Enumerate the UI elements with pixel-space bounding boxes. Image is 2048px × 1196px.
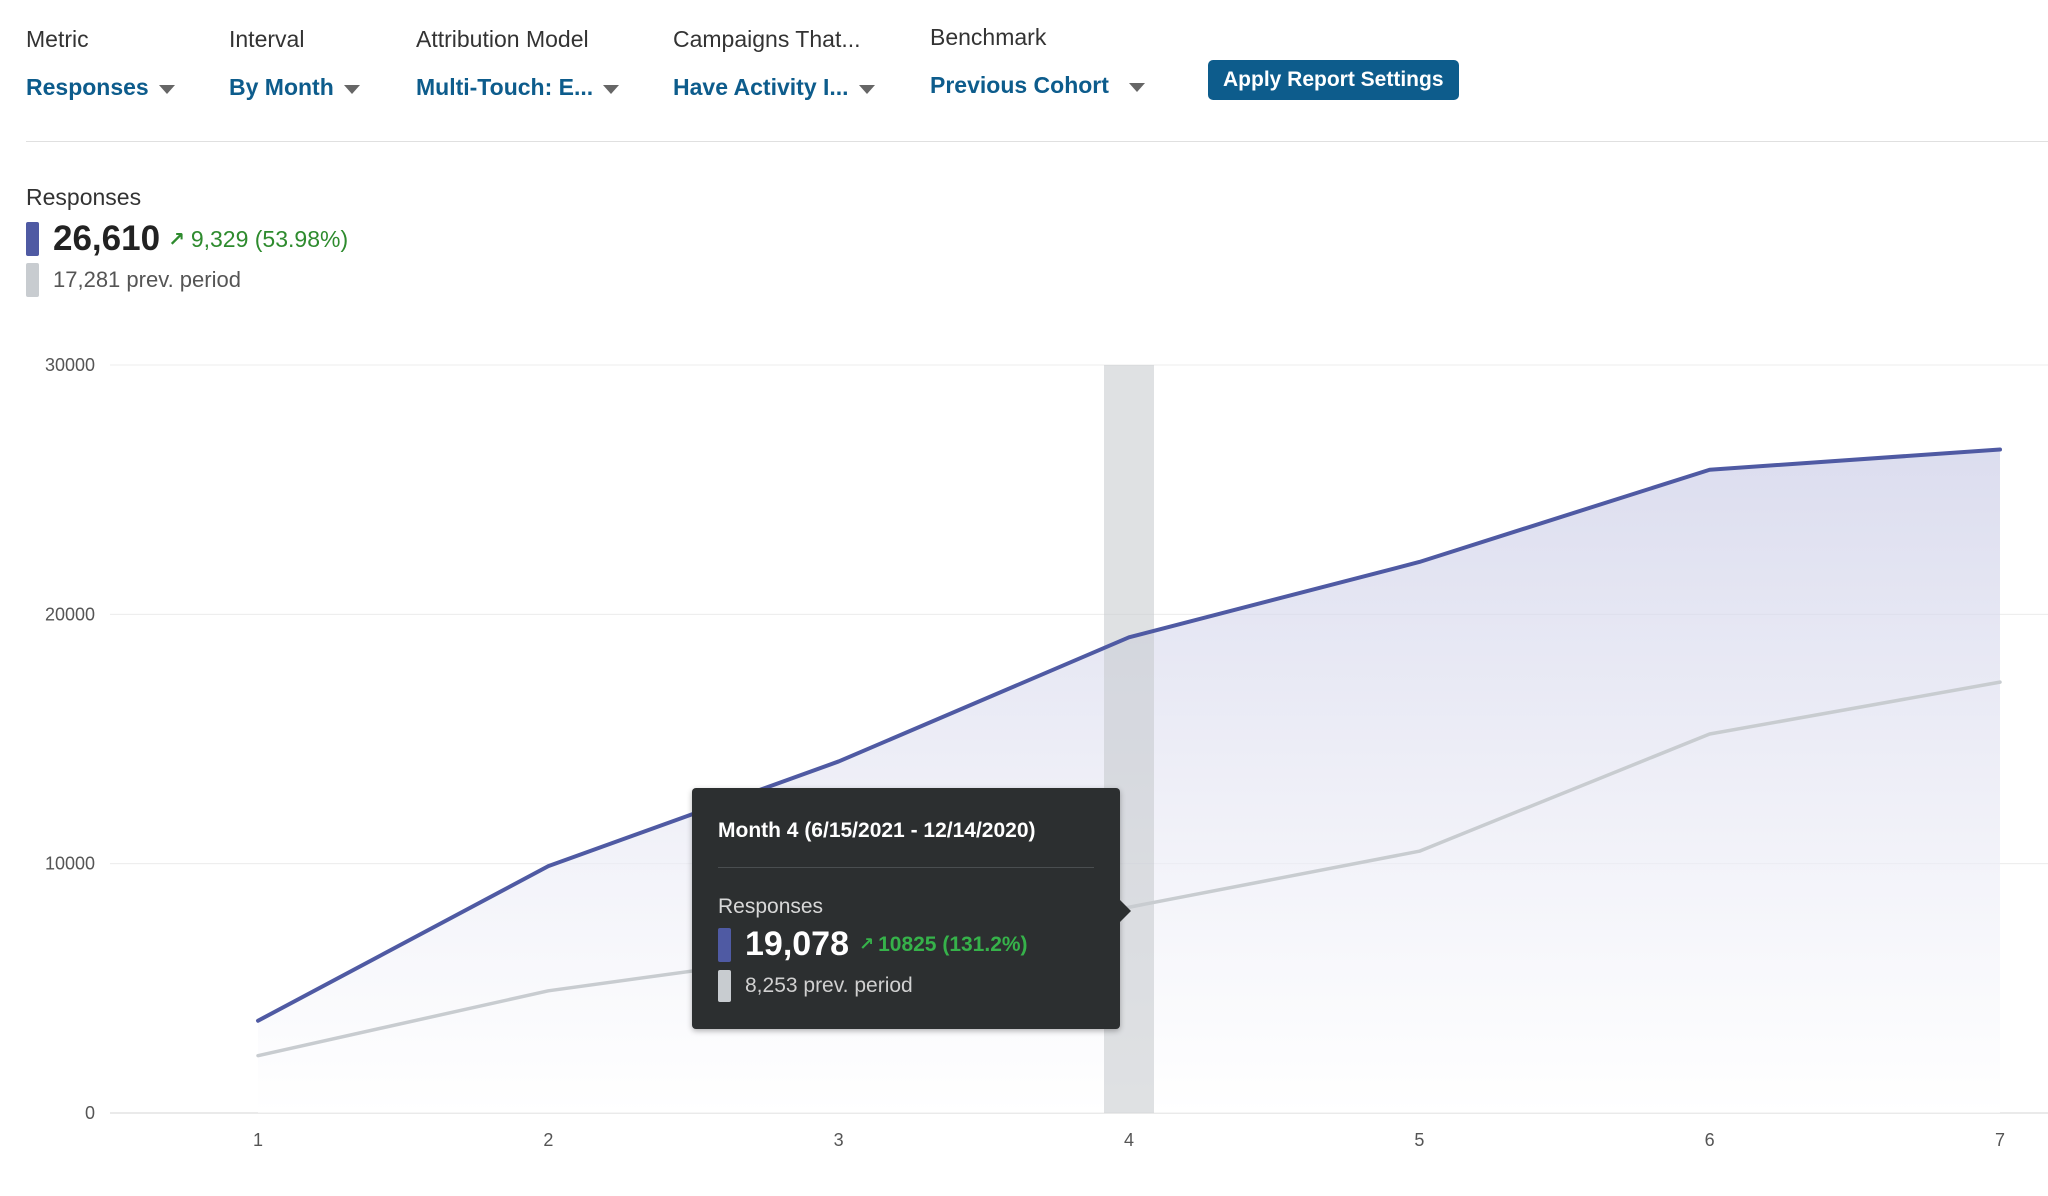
- chevron-down-icon: [158, 84, 175, 94]
- summary-change: 9,329 (53.98%): [190, 225, 349, 252]
- benchmark-dropdown[interactable]: Previous Cohort: [930, 72, 1145, 99]
- tooltip-divider: [718, 867, 1094, 868]
- current-series-swatch: [26, 222, 39, 256]
- chevron-down-icon: [1128, 82, 1145, 92]
- x-tick-label: 2: [543, 1130, 553, 1150]
- x-tick-label: 6: [1705, 1130, 1715, 1150]
- filter-campaigns: Campaigns That... Have Activity I...: [673, 26, 875, 101]
- summary-prev-row: 17,281 prev. period: [26, 263, 348, 297]
- filter-value: Multi-Touch: E...: [416, 74, 594, 100]
- chart-svg: 0 10000 20000 30000 1 2 3 4 5 6 7: [45, 355, 2048, 1150]
- tooltip-prev: 8,253 prev. period: [745, 974, 913, 997]
- filter-value: Previous Cohort: [930, 72, 1109, 98]
- arrow-up-right-icon: ↗: [168, 228, 185, 251]
- tooltip-current-row: 19,078 ↗ 10825 (131.2%): [718, 925, 1094, 964]
- filter-label: Interval: [229, 26, 305, 52]
- filter-benchmark: Benchmark Previous Cohort: [930, 24, 1145, 99]
- chart-tooltip: Month 4 (6/15/2021 - 12/14/2020) Respons…: [692, 788, 1131, 1029]
- tooltip-value: 19,078: [745, 925, 849, 963]
- summary-title: Responses: [26, 184, 142, 210]
- filter-metric: Metric Responses: [26, 26, 175, 101]
- filter-label: Metric: [26, 26, 89, 52]
- summary-current-row: 26,610 ↗ 9,329 (53.98%): [26, 219, 348, 259]
- tooltip-title: Month 4 (6/15/2021 - 12/14/2020): [718, 819, 1036, 842]
- filter-value: Have Activity I...: [673, 74, 849, 100]
- metric-dropdown[interactable]: Responses: [26, 74, 175, 101]
- filter-attribution-model: Attribution Model Multi-Touch: E...: [416, 26, 620, 101]
- filter-value: Responses: [26, 74, 149, 100]
- filter-label: Attribution Model: [416, 26, 589, 52]
- report-toolbar: Metric Responses Interval By Month Attri…: [0, 0, 2048, 142]
- responses-chart: 0 10000 20000 30000 1 2 3 4 5 6 7: [0, 340, 2048, 1196]
- y-tick-label: 30000: [45, 355, 95, 375]
- attribution-model-dropdown[interactable]: Multi-Touch: E...: [416, 74, 620, 101]
- x-tick-label: 1: [253, 1130, 263, 1150]
- metric-summary: Responses 26,610 ↗ 9,329 (53.98%) 17,281…: [26, 184, 348, 297]
- y-tick-label: 0: [85, 1103, 95, 1123]
- apply-report-settings-button[interactable]: Apply Report Settings: [1208, 60, 1459, 100]
- interval-dropdown[interactable]: By Month: [229, 74, 360, 101]
- summary-value: 26,610: [53, 219, 161, 258]
- filter-value: By Month: [229, 74, 334, 100]
- x-tick-label: 4: [1124, 1130, 1134, 1150]
- toolbar-divider: [26, 141, 2048, 142]
- chevron-down-icon: [858, 84, 875, 94]
- y-tick-label: 20000: [45, 604, 95, 624]
- filter-label: Campaigns That...: [673, 26, 861, 52]
- arrow-up-right-icon: ↗: [859, 934, 875, 954]
- campaigns-dropdown[interactable]: Have Activity I...: [673, 74, 875, 101]
- tooltip-prev-row: 8,253 prev. period: [718, 970, 1094, 1002]
- current-series-swatch: [718, 927, 731, 962]
- previous-series-swatch: [718, 970, 731, 1002]
- tooltip-metric: Responses: [718, 895, 824, 918]
- tooltip-change: 10825 (131.2%): [878, 932, 1028, 956]
- x-tick-label: 7: [1995, 1130, 2005, 1150]
- x-tick-label: 3: [834, 1130, 844, 1150]
- chevron-down-icon: [343, 84, 360, 94]
- summary-prev: 17,281 prev. period: [53, 267, 241, 292]
- y-tick-label: 10000: [45, 854, 95, 874]
- filter-label: Benchmark: [930, 24, 1047, 50]
- previous-series-swatch: [26, 263, 39, 297]
- chevron-down-icon: [603, 84, 620, 94]
- current-series-line: [256, 447, 2002, 1023]
- filter-interval: Interval By Month: [229, 26, 360, 101]
- x-tick-label: 5: [1414, 1130, 1424, 1150]
